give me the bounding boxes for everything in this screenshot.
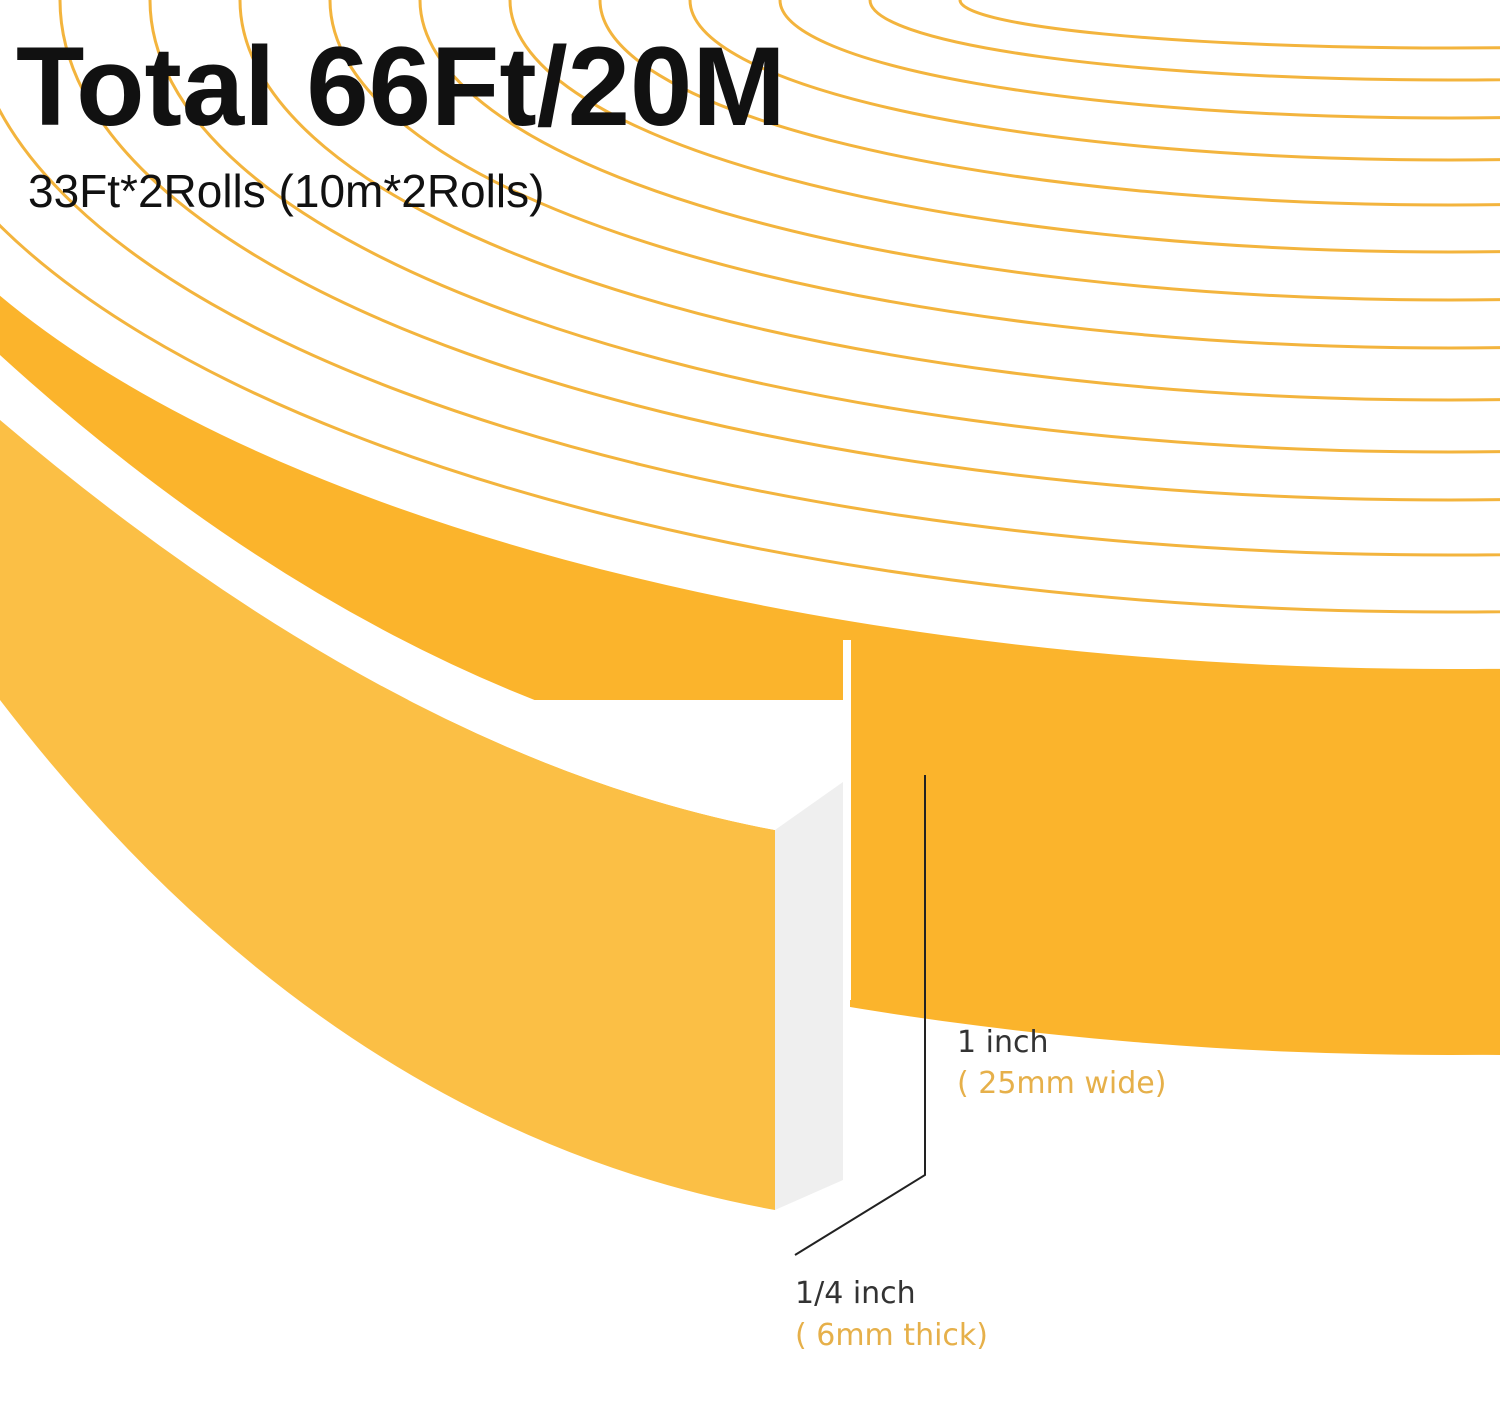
roll-side-lower [850, 660, 1500, 1055]
strip [0, 420, 775, 1210]
thickness-label: 1/4 inch [795, 1276, 916, 1311]
roll-top [0, 0, 1500, 675]
gap [843, 640, 851, 1000]
strip-edge [0, 355, 843, 830]
subtitle: 33Ft*2Rolls (10m*2Rolls) [28, 165, 544, 217]
dimension-line [794, 775, 926, 1256]
width-label: 1 inch [957, 1025, 1048, 1060]
width-metric: ( 25mm wide) [957, 1066, 1166, 1101]
thickness-metric: ( 6mm thick) [795, 1318, 988, 1353]
title: Total 66Ft/20M [16, 24, 786, 149]
strip-end [775, 782, 843, 1210]
